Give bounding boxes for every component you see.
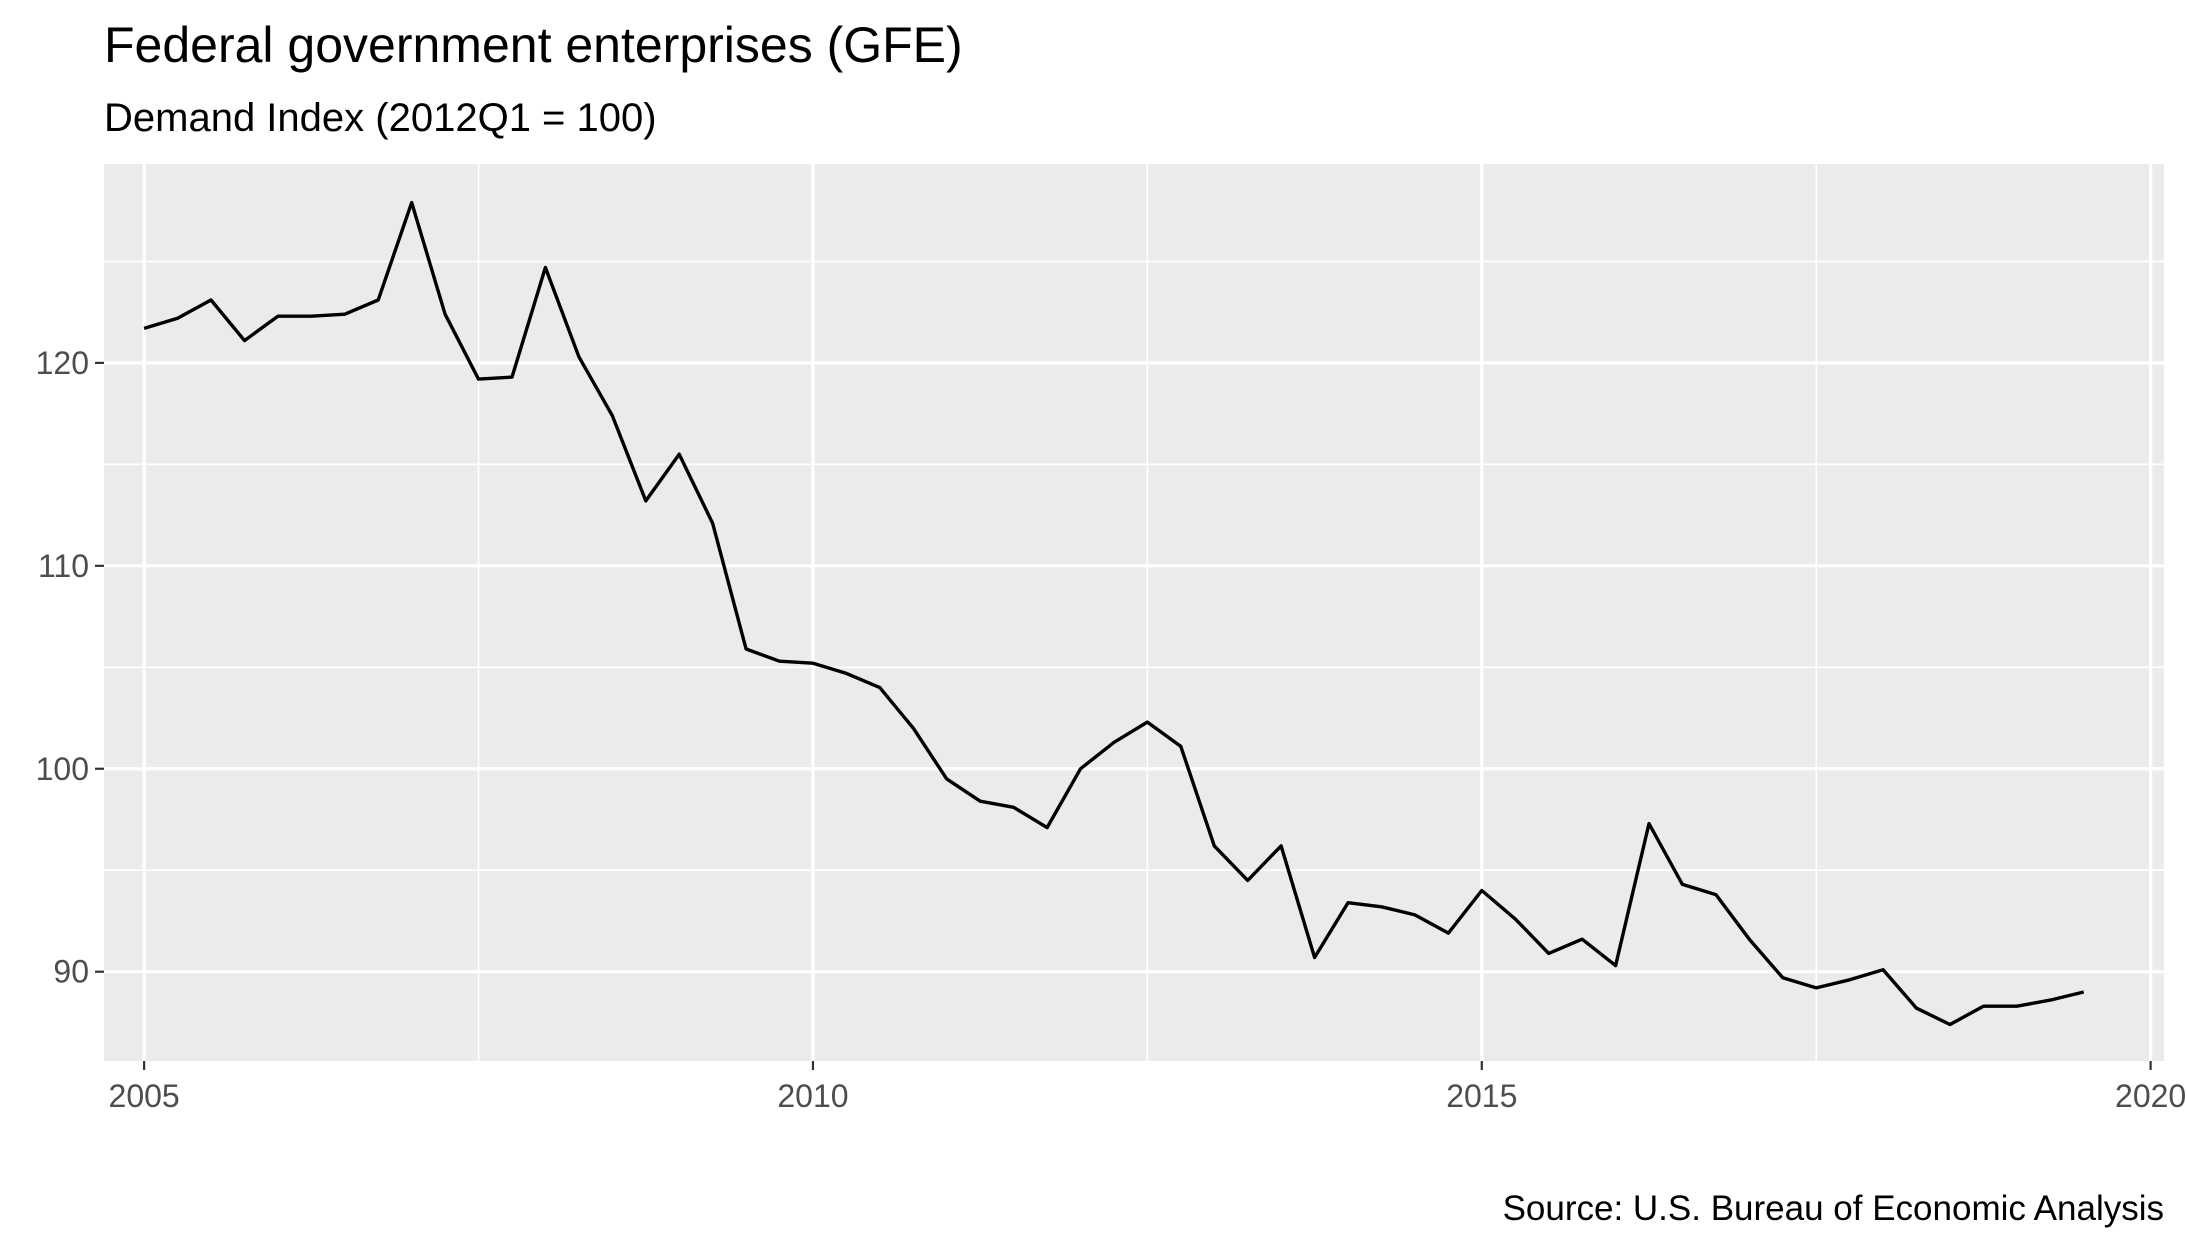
series-line — [143, 200, 2085, 1027]
plot-panel — [104, 164, 2164, 1061]
x-tick-label: 2020 — [2115, 1078, 2186, 1114]
y-axis: 90 100 110 120 — [36, 345, 104, 990]
y-tick-label: 120 — [36, 345, 89, 381]
x-axis: 2005 2010 2015 2020 — [109, 1061, 2186, 1114]
y-tick-label: 90 — [53, 954, 89, 990]
chart-caption: Source: U.S. Bureau of Economic Analysis — [1503, 1189, 2164, 1228]
x-tick-label: 2005 — [109, 1078, 180, 1114]
minor-gridlines — [104, 164, 2164, 1061]
major-gridlines — [104, 164, 2164, 1061]
x-tick-label: 2010 — [777, 1078, 848, 1114]
chart-subtitle: Demand Index (2012Q1 = 100) — [104, 96, 657, 140]
y-tick-label: 110 — [38, 548, 89, 584]
chart-title: Federal government enterprises (GFE) — [104, 17, 963, 73]
y-tick-label: 100 — [36, 751, 89, 787]
x-tick-label: 2015 — [1446, 1078, 1517, 1114]
